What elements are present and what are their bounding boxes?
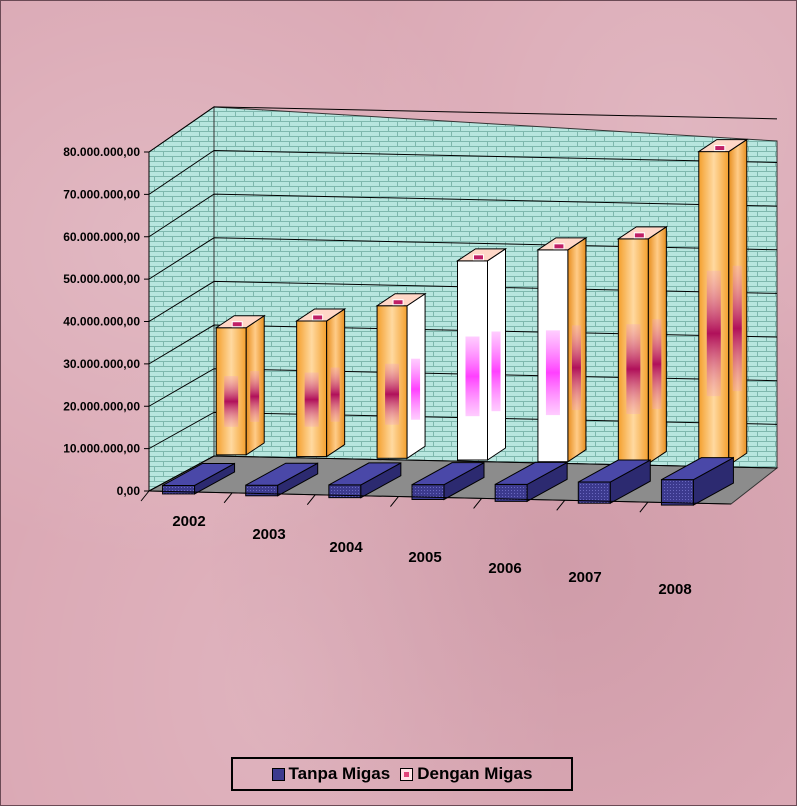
bar-tanpa-2002 (162, 462, 236, 495)
bar-dengan-band (545, 330, 560, 416)
legend-label-tanpa: Tanpa Migas (288, 764, 391, 783)
bar-tanpa-2006 (494, 461, 568, 503)
y-tick-label: 60.000.000,00 (63, 230, 140, 244)
bar-tanpa-2003-top (245, 462, 318, 486)
x-axis-line (148, 490, 732, 505)
bar-dengan-band (626, 324, 641, 415)
bar-dengan-2002 (214, 314, 266, 456)
bar-tanpa-2002-front (162, 484, 196, 495)
y-tick-label: 50.000.000,00 (63, 272, 140, 286)
x-tick-label: 2005 (408, 549, 441, 566)
x-tick-label: 2002 (172, 513, 205, 530)
bar-tanpa-2003 (245, 462, 319, 497)
y-axis: 0,00 10.000.000,00 20.000.000,00 30.000.000… (63, 145, 150, 498)
x-tick (556, 499, 566, 511)
gridline (148, 280, 778, 322)
gridlines (148, 106, 778, 492)
bar-chart-3d: 0,00 10.000.000,00 20.000.000,00 30.000.000… (63, 106, 779, 598)
x-tick (473, 498, 482, 509)
bar-dengan-2008 (697, 138, 749, 467)
legend-item-tanpa: Tanpa Migas (271, 764, 391, 784)
bar-dengan-band (224, 376, 239, 427)
gridline (148, 411, 778, 450)
bar-dengan-band (385, 363, 400, 425)
bar-tanpa-2002-top (162, 462, 235, 486)
bar-tanpa-2004-top (328, 462, 402, 486)
y-tick-label: 70.000.000,00 (63, 187, 140, 201)
legend-label-dengan: Dengan Migas (417, 764, 533, 783)
bar-dengan-top-mark (553, 243, 565, 250)
bar-tanpa-2008-top (661, 457, 734, 481)
bar-tanpa-2004 (328, 462, 402, 499)
legend-item-dengan: Dengan Migas (400, 764, 532, 784)
side-wall (148, 106, 215, 492)
bar-tanpa-2007-top (578, 459, 651, 483)
gridline (148, 368, 778, 407)
x-tick-label: 2003 (252, 526, 285, 543)
y-tick-label: 30.000.000,00 (63, 357, 140, 371)
x-tick-label: 2007 (568, 569, 601, 586)
x-tick-label: 2006 (488, 560, 521, 577)
bar-dengan-top-mark (473, 254, 484, 261)
bar-tanpa-2008 (660, 456, 734, 506)
x-tick (306, 494, 316, 506)
bar-tanpa-2005 (411, 461, 485, 501)
gridline (148, 106, 778, 153)
y-tick-label: 0,00 (117, 484, 141, 498)
legend-swatch-tanpa (271, 767, 285, 781)
bar-dengan-2003 (294, 308, 347, 458)
x-tick (223, 492, 233, 504)
x-tick (639, 501, 649, 513)
bar-dengan-top-mark (633, 232, 645, 239)
bar-tanpa-2007-front (577, 481, 611, 504)
bar-tanpa-2008-front (660, 479, 694, 506)
bar-dengan-top-mark (392, 299, 404, 306)
bar-dengan-side-band (732, 265, 742, 392)
gridline (148, 455, 778, 492)
x-axis: 2002 2003 2004 2005 2006 2007 2008 (140, 490, 732, 598)
bar-tanpa-2006-top (494, 461, 568, 485)
legend: Tanpa Migas Dengan Migas (231, 757, 573, 791)
x-tick (390, 496, 399, 507)
gridline (148, 149, 778, 195)
x-tick-label: 2004 (329, 539, 363, 556)
bar-dengan-2006 (536, 236, 588, 463)
bars (162, 138, 749, 506)
bar-dengan-2007 (616, 225, 669, 465)
bar-dengan-side-band (652, 319, 662, 410)
bar-dengan-band (304, 372, 319, 427)
x-tick (140, 490, 150, 502)
bar-dengan-side-band (330, 367, 340, 422)
gridline (148, 324, 778, 365)
bar-dengan-2004 (375, 292, 427, 460)
bar-dengan-top-mark (312, 314, 324, 321)
bar-dengan-side-band (571, 325, 581, 411)
gridline (148, 193, 778, 238)
bar-dengan-band (465, 336, 480, 417)
bar-dengan-side-band (411, 358, 421, 420)
y-tick-label: 80.000.000,00 (63, 145, 140, 159)
gridline (148, 237, 778, 280)
bar-dengan-side-band (250, 371, 260, 422)
bar-dengan-top-mark (231, 321, 243, 328)
bar-dengan-top-mark (714, 145, 726, 152)
bar-dengan-2005 (455, 247, 508, 461)
legend-swatch-dengan (400, 767, 414, 781)
y-tick-label: 10.000.000,00 (63, 442, 140, 456)
bar-tanpa-2005-top (411, 462, 485, 486)
bar-dengan-side-band (491, 331, 501, 412)
bar-tanpa-2007 (577, 459, 651, 505)
x-tick-label: 2008 (658, 581, 691, 598)
y-tick-label: 40.000.000,00 (63, 315, 140, 329)
bar-dengan-band (706, 270, 721, 397)
y-tick-label: 20.000.000,00 (63, 399, 140, 413)
